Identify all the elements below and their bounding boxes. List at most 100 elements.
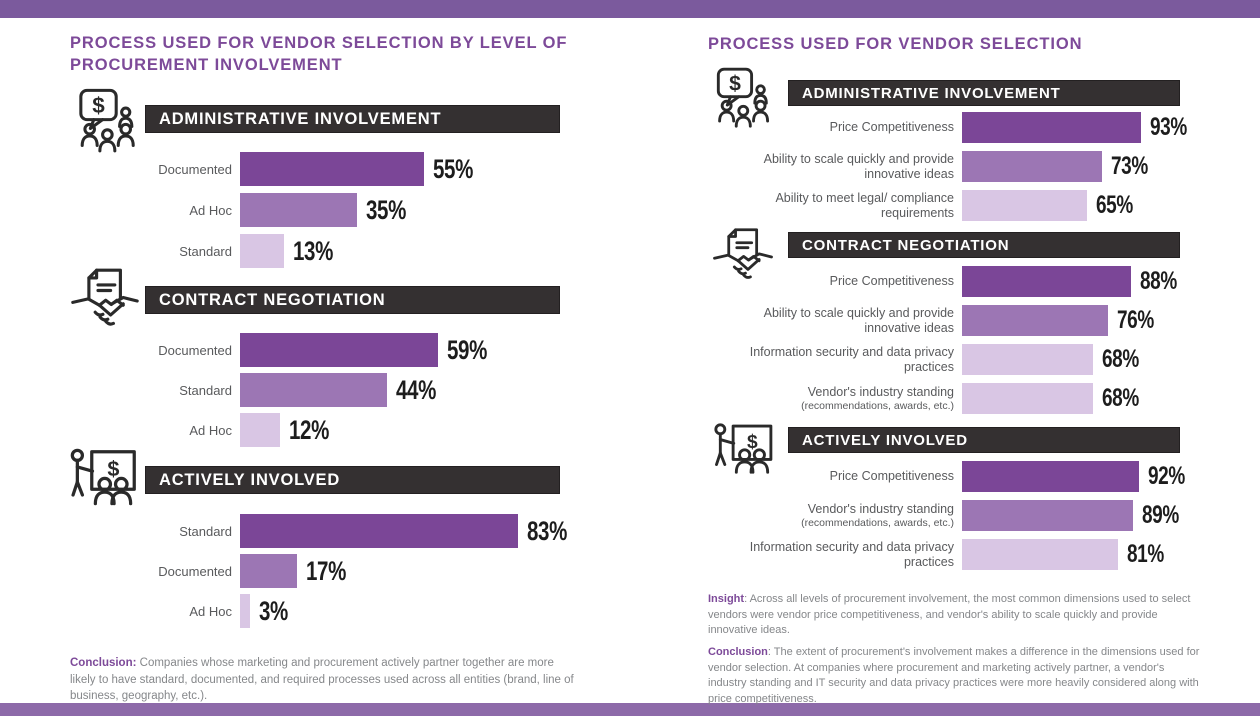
bar-row: Standard 83% [70,514,580,548]
bar-row: Price Competitiveness 88% [708,266,1189,297]
insight-body: : Across all levels of procurement invol… [708,593,1191,637]
bar [962,190,1087,221]
bar-row: Vendor's industry standing (recommendatio… [708,500,1197,531]
right-conclusion-text: Conclusion: The extent of procurement's … [708,645,1202,707]
bar-value: 3% [259,595,288,626]
bar [962,305,1108,336]
left-active-chart: Standard 83% Documented 17% Ad Hoc 3% [70,514,580,628]
conclusion-body: Companies whose marketing and procuremen… [70,657,574,703]
row-label: Standard [179,523,232,539]
row-label: Ability to scale quickly and provide inn… [763,151,954,181]
row-label: Documented [158,161,232,177]
bar-value: 92% [1148,462,1185,490]
bar [962,266,1131,297]
bar-value: 68% [1102,345,1139,373]
bar-row: Ability to meet legal/ compliance requir… [708,190,1199,221]
row-label: Vendor's industry standing (recommendatio… [708,502,954,529]
row-label: Ability to scale quickly and provide inn… [763,305,954,335]
right-insight-text: Insight: Across all levels of procuremen… [708,592,1202,639]
bar [240,554,297,588]
row-label: Standard [179,382,232,398]
right-panel-title: PROCESS USED FOR VENDOR SELECTION [708,35,1083,53]
section-header-administrative-involvement: ADMINISTRATIVE INVOLVEMENT [788,80,1180,106]
bar-row: Vendor's industry standing (recommendatio… [708,383,1189,414]
bar-row: Price Competitiveness 92% [708,461,1197,492]
bar-value: 83% [527,515,567,546]
bar-row: Price Competitiveness 93% [708,112,1199,143]
row-label: Price Competitiveness [829,274,954,289]
bar-row: Ability to scale quickly and provide inn… [708,305,1189,336]
bar-value: 76% [1117,306,1154,334]
bar-row: Standard 44% [70,373,500,407]
left-conclusion-text: Conclusion: Companies whose marketing an… [70,655,582,705]
bar-value: 59% [447,334,487,365]
section-header-contract-negotiation: CONTRACT NEGOTIATION [145,286,560,314]
bar [962,461,1139,492]
row-label: Price Competitiveness [829,469,954,484]
row-label: Standard [179,243,232,259]
section-header-actively-involved: ACTIVELY INVOLVED [788,427,1180,453]
bar-row: Documented 17% [70,554,580,588]
bar-row: Ad Hoc 3% [70,594,580,628]
conclusion-label: Conclusion: [70,657,137,669]
bar [240,594,250,628]
row-label: Documented [158,342,232,358]
right-admin-chart: Price Competitiveness 93% Ability to sca… [708,112,1199,221]
bar-value: 35% [366,194,406,225]
row-label: Ad Hoc [189,202,232,218]
conclusion-label: Conclusion [708,646,768,658]
row-label: Documented [158,563,232,579]
bar [240,413,280,447]
bar-row: Documented 55% [70,152,486,186]
bar [240,234,284,268]
row-sublabel: (recommendations, awards, etc.) [801,399,954,412]
bar-value: 88% [1140,267,1177,295]
conclusion-body: : The extent of procurement's involvemen… [708,646,1200,705]
bar-value: 12% [289,414,329,445]
section-header-actively-involved: ACTIVELY INVOLVED [145,466,560,494]
bar-row: Ad Hoc 12% [70,413,500,447]
bar-row: Standard 13% [70,234,486,268]
bar-row: Information security and data privacy pr… [708,344,1189,375]
left-panel-title: PROCESS USED FOR VENDOR SELECTION BY LEV… [70,34,568,74]
left-contract-chart: Documented 59% Standard 44% Ad Hoc 12% [70,333,500,447]
section-header-contract-negotiation: CONTRACT NEGOTIATION [788,232,1180,258]
bar-row: Ad Hoc 35% [70,193,486,227]
contract-handshake-icon [70,266,140,336]
bar-value: 93% [1150,113,1187,141]
bar-value: 44% [396,374,436,405]
bar [240,333,438,367]
bar [962,112,1141,143]
bottom-accent-band [0,703,1260,716]
bar-value: 13% [293,235,333,266]
presenter-board-icon [68,446,140,518]
row-label: Ad Hoc [189,422,232,438]
bar-row: Ability to scale quickly and provide inn… [708,151,1199,182]
row-label: Price Competitiveness [829,120,954,135]
bar [962,539,1118,570]
bar-value: 81% [1127,540,1164,568]
right-active-chart: Price Competitiveness 92% Vendor's indus… [708,461,1197,570]
row-sublabel: (recommendations, awards, etc.) [801,516,954,529]
bar [962,500,1133,531]
section-header-administrative-involvement: ADMINISTRATIVE INVOLVEMENT [145,105,560,133]
bar [240,373,387,407]
bar [962,151,1102,182]
bar [240,514,518,548]
bar-row: Documented 59% [70,333,500,367]
bar [240,193,357,227]
bar-value: 17% [306,555,346,586]
bar [240,152,424,186]
bar-row: Information security and data privacy pr… [708,539,1197,570]
bar-value: 65% [1096,191,1133,219]
bar-value: 55% [433,153,473,184]
insight-label: Insight [708,593,745,605]
row-label: Information security and data privacy pr… [749,344,954,374]
row-label: Ability to meet legal/ compliance requir… [775,190,954,220]
row-label: Information security and data privacy pr… [749,539,954,569]
bar-value: 89% [1142,501,1179,529]
bar [962,344,1093,375]
bar-value: 73% [1111,152,1148,180]
bar-value: 68% [1102,384,1139,412]
